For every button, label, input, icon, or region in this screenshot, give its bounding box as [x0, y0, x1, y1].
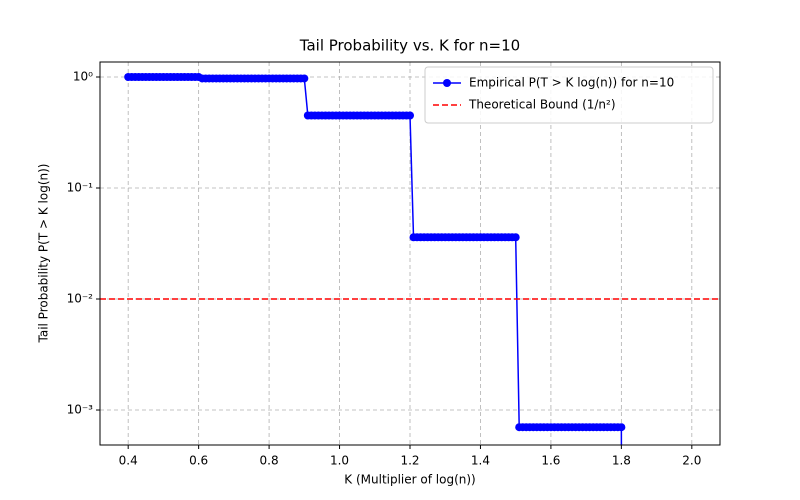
x-tick-label: 1.6 [541, 454, 560, 468]
x-tick-label: 1.4 [471, 454, 490, 468]
x-tick-label: 0.4 [119, 454, 138, 468]
y-axis-label: Tail Probability P(T > K log(n)) [37, 164, 51, 344]
legend-label: Empirical P(T > K log(n)) for n=10 [469, 76, 674, 90]
legend-label: Theoretical Bound (1/n²) [468, 98, 616, 112]
marker [511, 233, 520, 242]
y-tick-label: 10⁻² [67, 292, 94, 306]
x-tick-label: 1.2 [400, 454, 419, 468]
legend-marker [443, 79, 451, 87]
x-tick-label: 1.0 [330, 454, 349, 468]
plot-frame [99, 61, 721, 446]
marker [617, 423, 626, 432]
x-tick-label: 0.6 [189, 454, 208, 468]
x-tick-label: 1.8 [612, 454, 631, 468]
plot-area [100, 73, 720, 445]
marker [406, 111, 414, 120]
y-tick-label: 10⁻¹ [67, 181, 94, 195]
x-axis-label: K (Multiplier of log(n)) [344, 473, 475, 487]
chart-title: Tail Probability vs. K for n=10 [299, 37, 520, 55]
x-tick-label: 0.8 [260, 454, 279, 468]
y-tick-label: 10⁻³ [67, 403, 94, 417]
x-tick-label: 2.0 [682, 454, 701, 468]
legend-box [424, 66, 714, 124]
marker [300, 74, 309, 83]
y-tick-label: 10⁰ [73, 70, 93, 84]
